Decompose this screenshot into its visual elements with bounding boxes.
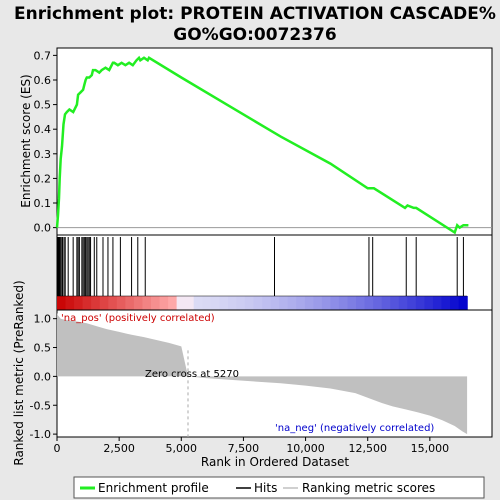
negative-correlation-label: 'na_neg' (negatively correlated) bbox=[275, 423, 434, 434]
color-bar-segment bbox=[407, 296, 416, 310]
color-bar-segment bbox=[219, 296, 228, 310]
color-bar-segment bbox=[117, 296, 126, 310]
color-bar-segment bbox=[142, 296, 151, 310]
color-bar-segment bbox=[74, 296, 83, 310]
color-bar-segment bbox=[365, 296, 374, 310]
color-bar-segment bbox=[313, 296, 322, 310]
color-bar-segment bbox=[399, 296, 408, 310]
metric-y-tick-label: -0.5 bbox=[30, 399, 51, 412]
es-y-tick-label: 0.3 bbox=[34, 148, 52, 161]
x-tick-label: 12,500 bbox=[348, 442, 387, 455]
color-bar-segment bbox=[108, 296, 117, 310]
positive-correlation-label: 'na_pos' (positively correlated) bbox=[61, 313, 215, 324]
color-bar-segment bbox=[125, 296, 134, 310]
color-bar-segment bbox=[459, 296, 468, 310]
color-bar-segment bbox=[424, 296, 433, 310]
color-bar-segment bbox=[160, 296, 169, 310]
legend: Enrichment profile Hits Ranking metric s… bbox=[74, 477, 484, 498]
color-bar-segment bbox=[177, 296, 186, 310]
color-bar-segment bbox=[202, 296, 211, 310]
metric-y-axis-label: Ranked list metric (PreRanked) bbox=[12, 280, 26, 465]
legend-label-hits: Hits bbox=[254, 481, 277, 495]
color-bar-segment bbox=[390, 296, 399, 310]
color-bar-segment bbox=[134, 296, 143, 310]
es-y-tick-label: 0.7 bbox=[34, 49, 52, 62]
es-plot-area bbox=[57, 48, 492, 235]
color-bar-segment bbox=[382, 296, 391, 310]
color-bar-segment bbox=[271, 296, 280, 310]
color-bar-segment bbox=[254, 296, 263, 310]
x-tick-label: 10,000 bbox=[286, 442, 325, 455]
legend-label-metric: Ranking metric scores bbox=[302, 481, 435, 495]
color-bar-segment bbox=[185, 296, 194, 310]
color-bar-segment bbox=[373, 296, 382, 310]
color-bar-segment bbox=[279, 296, 288, 310]
es-y-tick-label: 0.1 bbox=[34, 197, 52, 210]
x-axis-label: Rank in Ordered Dataset bbox=[201, 455, 349, 469]
chart-title-line-1: Enrichment plot: PROTEIN ACTIVATION CASC… bbox=[14, 4, 496, 24]
legend-label-enrichment: Enrichment profile bbox=[98, 481, 209, 495]
es-y-tick-label: 0.5 bbox=[34, 99, 52, 112]
color-bar-segment bbox=[83, 296, 92, 310]
color-bar-segment bbox=[245, 296, 254, 310]
color-bar-segment bbox=[433, 296, 442, 310]
color-bar-segment bbox=[91, 296, 100, 310]
color-bar-segment bbox=[236, 296, 245, 310]
color-bar-segment bbox=[57, 296, 66, 310]
color-bar-segment bbox=[296, 296, 305, 310]
color-bar-segment bbox=[322, 296, 331, 310]
color-bar-segment bbox=[305, 296, 314, 310]
color-bar-segment bbox=[151, 296, 160, 310]
color-bar-segment bbox=[356, 296, 365, 310]
color-bar-segment bbox=[348, 296, 357, 310]
es-y-tick-label: 0.0 bbox=[34, 222, 52, 235]
es-y-tick-label: 0.6 bbox=[34, 74, 52, 87]
color-bar-segment bbox=[450, 296, 459, 310]
hits-panel bbox=[57, 235, 492, 310]
color-bar-segment bbox=[339, 296, 348, 310]
color-bar-segment bbox=[66, 296, 75, 310]
es-y-axis-label: Enrichment score (ES) bbox=[19, 74, 33, 207]
metric-y-tick-label: 0.0 bbox=[34, 370, 52, 383]
color-bar-segment bbox=[211, 296, 220, 310]
color-bar-segment bbox=[416, 296, 425, 310]
color-bar-segment bbox=[262, 296, 271, 310]
color-bar-segment bbox=[168, 296, 177, 310]
metric-y-tick-label: -1.0 bbox=[30, 428, 51, 441]
metric-panel: 1.0 0.5 0.0 -0.5 -1.0 'na_pos' (positively co… bbox=[30, 310, 492, 455]
metric-y-tick-label: 1.0 bbox=[34, 313, 52, 326]
color-bar-segment bbox=[442, 296, 451, 310]
color-bar-segment bbox=[228, 296, 237, 310]
color-bar-segment bbox=[330, 296, 339, 310]
chart-title-line-2: GO%GO:0072376 bbox=[173, 25, 336, 45]
x-tick-label: 7,500 bbox=[228, 442, 260, 455]
zero-cross-label: Zero cross at 5270 bbox=[145, 369, 239, 380]
es-panel: 0.0 0.1 0.2 0.3 0.4 0.5 0.6 0.7 bbox=[34, 48, 493, 235]
es-y-tick-label: 0.4 bbox=[34, 123, 52, 136]
color-bar-segment bbox=[100, 296, 109, 310]
es-y-tick-label: 0.2 bbox=[34, 172, 52, 185]
x-tick-label: 15,000 bbox=[411, 442, 450, 455]
color-bar-segment bbox=[288, 296, 297, 310]
x-tick-label: 2,500 bbox=[103, 442, 135, 455]
color-bar-segment bbox=[194, 296, 203, 310]
x-tick-label: 0 bbox=[54, 442, 61, 455]
metric-y-tick-label: 0.5 bbox=[34, 342, 52, 355]
x-tick-label: 5,000 bbox=[166, 442, 198, 455]
